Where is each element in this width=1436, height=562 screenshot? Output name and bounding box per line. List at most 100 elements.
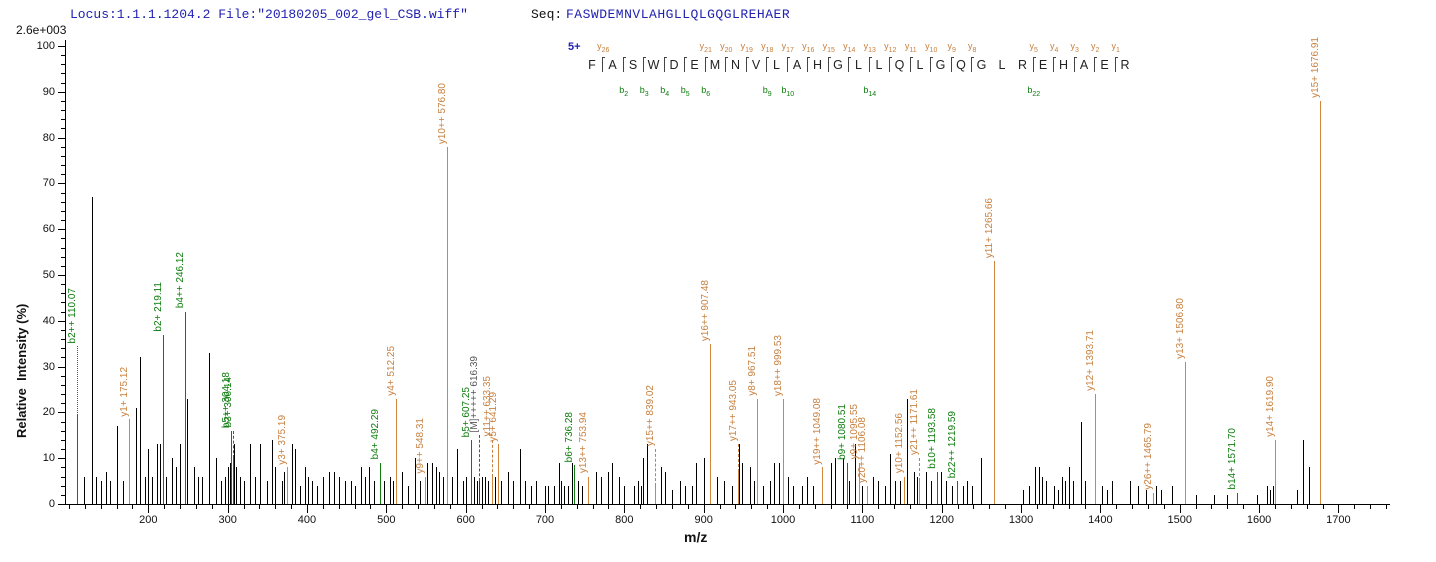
y-ion-label: y15	[822, 41, 835, 54]
y-tick	[61, 192, 65, 194]
fragment-divider-stub	[909, 57, 913, 58]
y-tick	[61, 110, 65, 112]
y-ion-label: y19	[740, 41, 753, 54]
sequence-residue: Q	[894, 58, 905, 72]
fragment-divider	[643, 57, 645, 72]
fragment-divider-stub	[643, 57, 647, 58]
labeled-peak	[737, 471, 739, 504]
peak	[695, 462, 697, 504]
peak-label: b2+ 219.11	[153, 281, 165, 332]
sequence-residue: L	[916, 58, 924, 72]
x-tick	[1290, 505, 1292, 509]
y-tick	[61, 449, 65, 451]
peak	[637, 481, 639, 504]
peak	[275, 467, 277, 504]
fragment-divider-stub	[827, 57, 831, 58]
x-tick	[84, 505, 86, 509]
peak	[1137, 485, 1139, 504]
x-tick	[465, 505, 467, 513]
labeled-peak	[1095, 394, 1097, 504]
sequence-residue: L	[855, 58, 862, 72]
peak	[106, 471, 108, 504]
x-tick	[180, 505, 182, 509]
x-tick	[1163, 505, 1165, 509]
peak-label: y21++ 1171.61	[909, 389, 921, 456]
x-tick	[481, 505, 483, 509]
peak	[84, 476, 86, 504]
peak	[283, 471, 285, 504]
fragment-divider-stub	[622, 57, 626, 58]
peak	[787, 476, 789, 504]
peak	[172, 458, 174, 504]
x-tick	[1179, 505, 1181, 513]
peak	[407, 485, 409, 504]
y-tick	[61, 384, 65, 386]
peak	[830, 462, 832, 504]
peak	[513, 481, 515, 504]
peak-label: y13+ 1506.80	[1175, 298, 1187, 360]
x-tick	[1211, 505, 1213, 509]
peak	[110, 481, 112, 504]
peak	[753, 481, 755, 504]
peak	[525, 481, 527, 504]
labeled-peak	[957, 481, 959, 504]
peak	[393, 481, 395, 504]
peak	[281, 481, 283, 504]
peak-label: y12+ 1393.71	[1085, 330, 1097, 392]
x-tick	[354, 505, 356, 509]
labeled-peak	[163, 334, 165, 504]
y-tick	[61, 403, 65, 405]
fragment-divider	[1032, 57, 1034, 72]
x-tick	[1243, 505, 1245, 509]
x-tick	[989, 505, 991, 509]
peak-label: y15++ 839.02	[645, 384, 657, 447]
peak	[122, 481, 124, 504]
peak	[595, 471, 597, 504]
x-tick	[862, 505, 864, 513]
x-tick	[386, 505, 388, 513]
fragment-divider	[868, 57, 870, 72]
sequence-residue: E	[1038, 58, 1048, 72]
x-tick	[560, 505, 562, 509]
peak	[940, 471, 942, 504]
y-ion-label: y5	[1029, 41, 1038, 54]
peak	[530, 485, 532, 504]
y-tick	[61, 485, 65, 487]
x-tick-label: 1500	[1167, 514, 1192, 526]
peak	[568, 485, 570, 504]
y-ion-label: y26	[597, 41, 610, 54]
x-tick	[449, 505, 451, 509]
y-tick	[61, 82, 65, 84]
peak	[456, 449, 458, 504]
x-tick	[132, 505, 134, 509]
x-tick	[830, 505, 832, 509]
peak-label-leader	[737, 444, 739, 472]
y-tick	[61, 119, 65, 121]
labeled-peak	[821, 467, 823, 504]
peak	[685, 485, 687, 504]
peak	[316, 485, 318, 504]
peak	[1022, 490, 1024, 504]
x-tick-label: 200	[139, 514, 158, 526]
peak	[763, 485, 765, 504]
y-tick	[61, 293, 65, 295]
peak	[806, 476, 808, 504]
x-tick-label: 1200	[929, 514, 954, 526]
x-tick	[1100, 505, 1102, 513]
labeled-peak	[424, 476, 426, 504]
x-tick	[624, 505, 626, 513]
peak	[117, 426, 119, 504]
labeled-peak	[1236, 492, 1238, 504]
x-tick-label: 400	[297, 514, 317, 526]
peak	[835, 458, 837, 504]
peak	[981, 458, 983, 504]
y-tick	[61, 494, 65, 496]
y-tick	[61, 73, 65, 75]
peak	[194, 467, 196, 504]
labeled-peak	[380, 462, 382, 504]
peak	[147, 449, 149, 504]
x-tick	[798, 505, 800, 509]
fragment-divider	[663, 57, 665, 72]
peak	[1085, 481, 1087, 504]
